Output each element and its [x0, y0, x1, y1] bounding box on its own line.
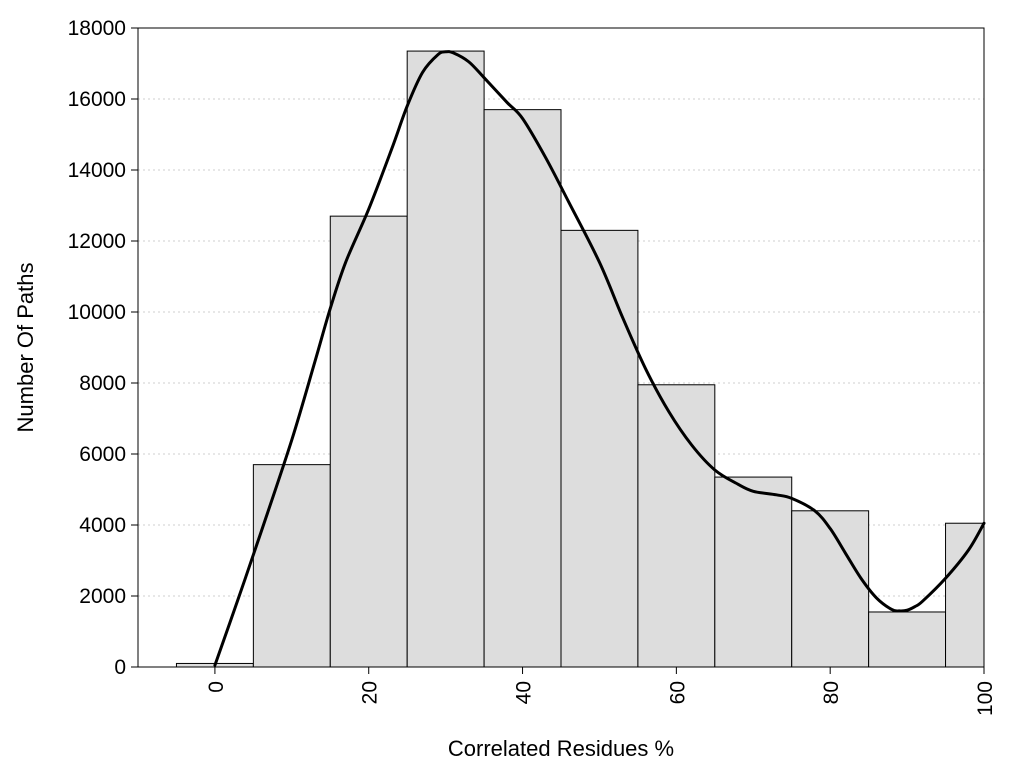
histogram-bars [175, 50, 985, 668]
y-axis-ticks: 0 2000 4000 6000 8000 10000 12000 14000 16000 180… [68, 17, 138, 679]
bar-10 [945, 522, 985, 668]
bar-5 [560, 229, 639, 668]
y-tick-label-2000: 2000 [79, 585, 126, 608]
x-axis-title: Correlated Residues % [448, 736, 674, 761]
bar-3 [406, 50, 485, 668]
y-tick-label-4000: 4000 [79, 514, 126, 537]
x-tick-label-100: 100 [974, 681, 997, 716]
x-tick-label-0: 0 [205, 681, 228, 693]
x-tick-label-80: 80 [820, 681, 843, 704]
bar-6 [637, 384, 716, 668]
y-tick-label-14000: 14000 [68, 159, 126, 182]
y-tick-label-6000: 6000 [79, 443, 126, 466]
density-curve-layer [213, 50, 986, 667]
x-tick-label-40: 40 [513, 681, 536, 704]
x-tick-label-20: 20 [359, 681, 382, 704]
x-axis-ticks: 0 20 40 60 80 100 [205, 667, 997, 716]
bar-8 [791, 510, 870, 668]
y-axis-title: Number Of Paths [13, 263, 38, 433]
y-tick-label-16000: 16000 [68, 88, 126, 111]
x-tick-label-60: 60 [666, 681, 689, 704]
bar-4 [483, 109, 562, 668]
bar-1 [252, 464, 331, 668]
y-tick-label-8000: 8000 [79, 372, 126, 395]
bar-2 [329, 215, 408, 668]
y-tick-label-12000: 12000 [68, 230, 126, 253]
plot-frame [137, 27, 985, 668]
y-tick-label-10000: 10000 [68, 301, 126, 324]
bar-9 [868, 611, 947, 668]
y-tick-label-18000: 18000 [68, 17, 126, 40]
y-tick-label-0: 0 [114, 656, 126, 679]
density-curve [213, 50, 986, 667]
bar-7 [714, 476, 793, 668]
